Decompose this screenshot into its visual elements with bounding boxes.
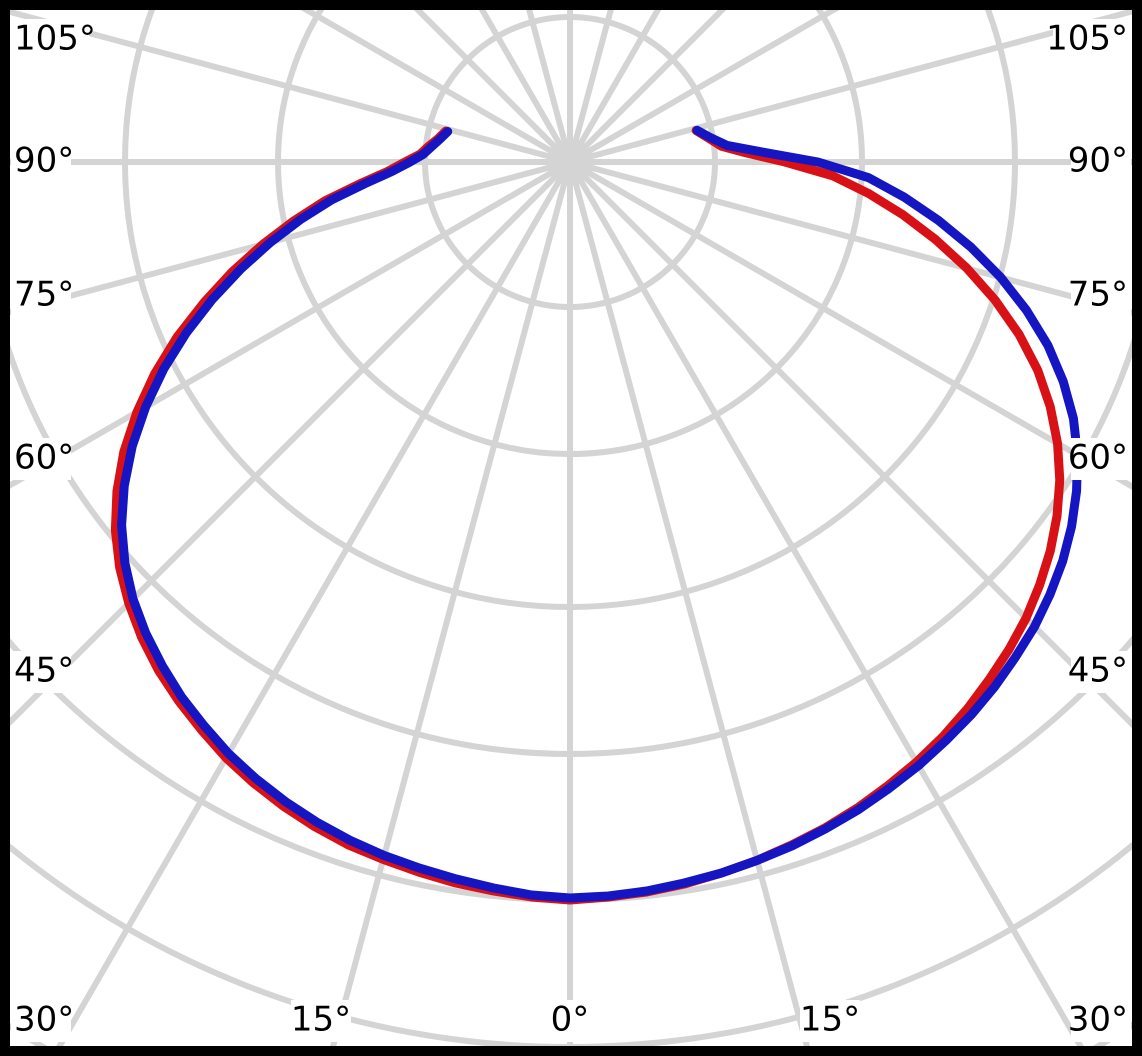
- label-backdrop: [1071, 438, 1131, 480]
- grid-spoke-60: [567, 159, 1132, 490]
- axis-label-right-0: 105°: [1046, 19, 1128, 59]
- axis-label-bottom-1: 0°: [551, 1000, 590, 1040]
- axis-labels: 105° 90° 75° 60° 45° 30° 105° 90° 75° 60° 45° 30° 15…: [11, 19, 1131, 1042]
- axis-label-left-3: 60°: [14, 438, 74, 478]
- series-curve-blue: [117, 125, 1082, 903]
- label-backdrop: [1071, 141, 1131, 183]
- axis-label-left-2: 75°: [14, 275, 74, 315]
- label-backdrop: [11, 651, 71, 693]
- grid-spoke--105: [10, 10, 573, 165]
- label-backdrop: [800, 1000, 860, 1042]
- grid-spoke--15: [330, 159, 573, 1046]
- label-backdrop: [291, 1000, 351, 1042]
- axis-label-bottom-2: 15°: [800, 1000, 860, 1040]
- grid-ring-4: [10, 337, 1132, 757]
- grid-spoke-120: [567, 10, 840, 165]
- axis-label-left-1: 90°: [14, 141, 74, 181]
- grid-spoke--75: [10, 159, 573, 316]
- grid-spoke-30: [567, 159, 1084, 1046]
- grid-ring-3: [122, 10, 1018, 610]
- axis-label-right-1: 90°: [1068, 141, 1128, 181]
- series-layer: [110, 125, 1082, 905]
- label-backdrop: [1071, 275, 1131, 317]
- grid-spoke--60: [10, 159, 573, 489]
- grid-spoke--30: [56, 159, 573, 1046]
- grid-spoke-75: [567, 159, 1132, 316]
- label-backdrop: [11, 1000, 71, 1042]
- grid-ring-1: [422, 14, 718, 310]
- grid-spoke--120: [300, 10, 573, 165]
- grid-spoke-15: [567, 159, 810, 1046]
- label-backdrop: [11, 438, 71, 480]
- label-backdrop: [11, 141, 71, 183]
- label-backdrop: [11, 275, 71, 317]
- label-backdrop: [1053, 19, 1131, 61]
- axis-label-left-5: 30°: [14, 1000, 74, 1040]
- axis-label-right-2: 75°: [1068, 275, 1128, 315]
- axis-label-right-3: 60°: [1068, 438, 1128, 478]
- label-backdrop: [549, 1000, 591, 1042]
- axis-label-left-4: 45°: [14, 651, 74, 691]
- axis-label-bottom-0: 15°: [291, 1000, 351, 1040]
- axis-label-left-0: 105°: [14, 19, 96, 59]
- axis-label-right-4: 45°: [1068, 651, 1128, 691]
- label-backdrop: [1071, 1000, 1131, 1042]
- grid-ring-2: [275, 10, 865, 457]
- label-backdrop: [11, 19, 89, 61]
- grid-spoke-105: [567, 10, 1132, 165]
- label-backdrop: [1071, 651, 1131, 693]
- axis-label-right-5: 30°: [1068, 1000, 1128, 1040]
